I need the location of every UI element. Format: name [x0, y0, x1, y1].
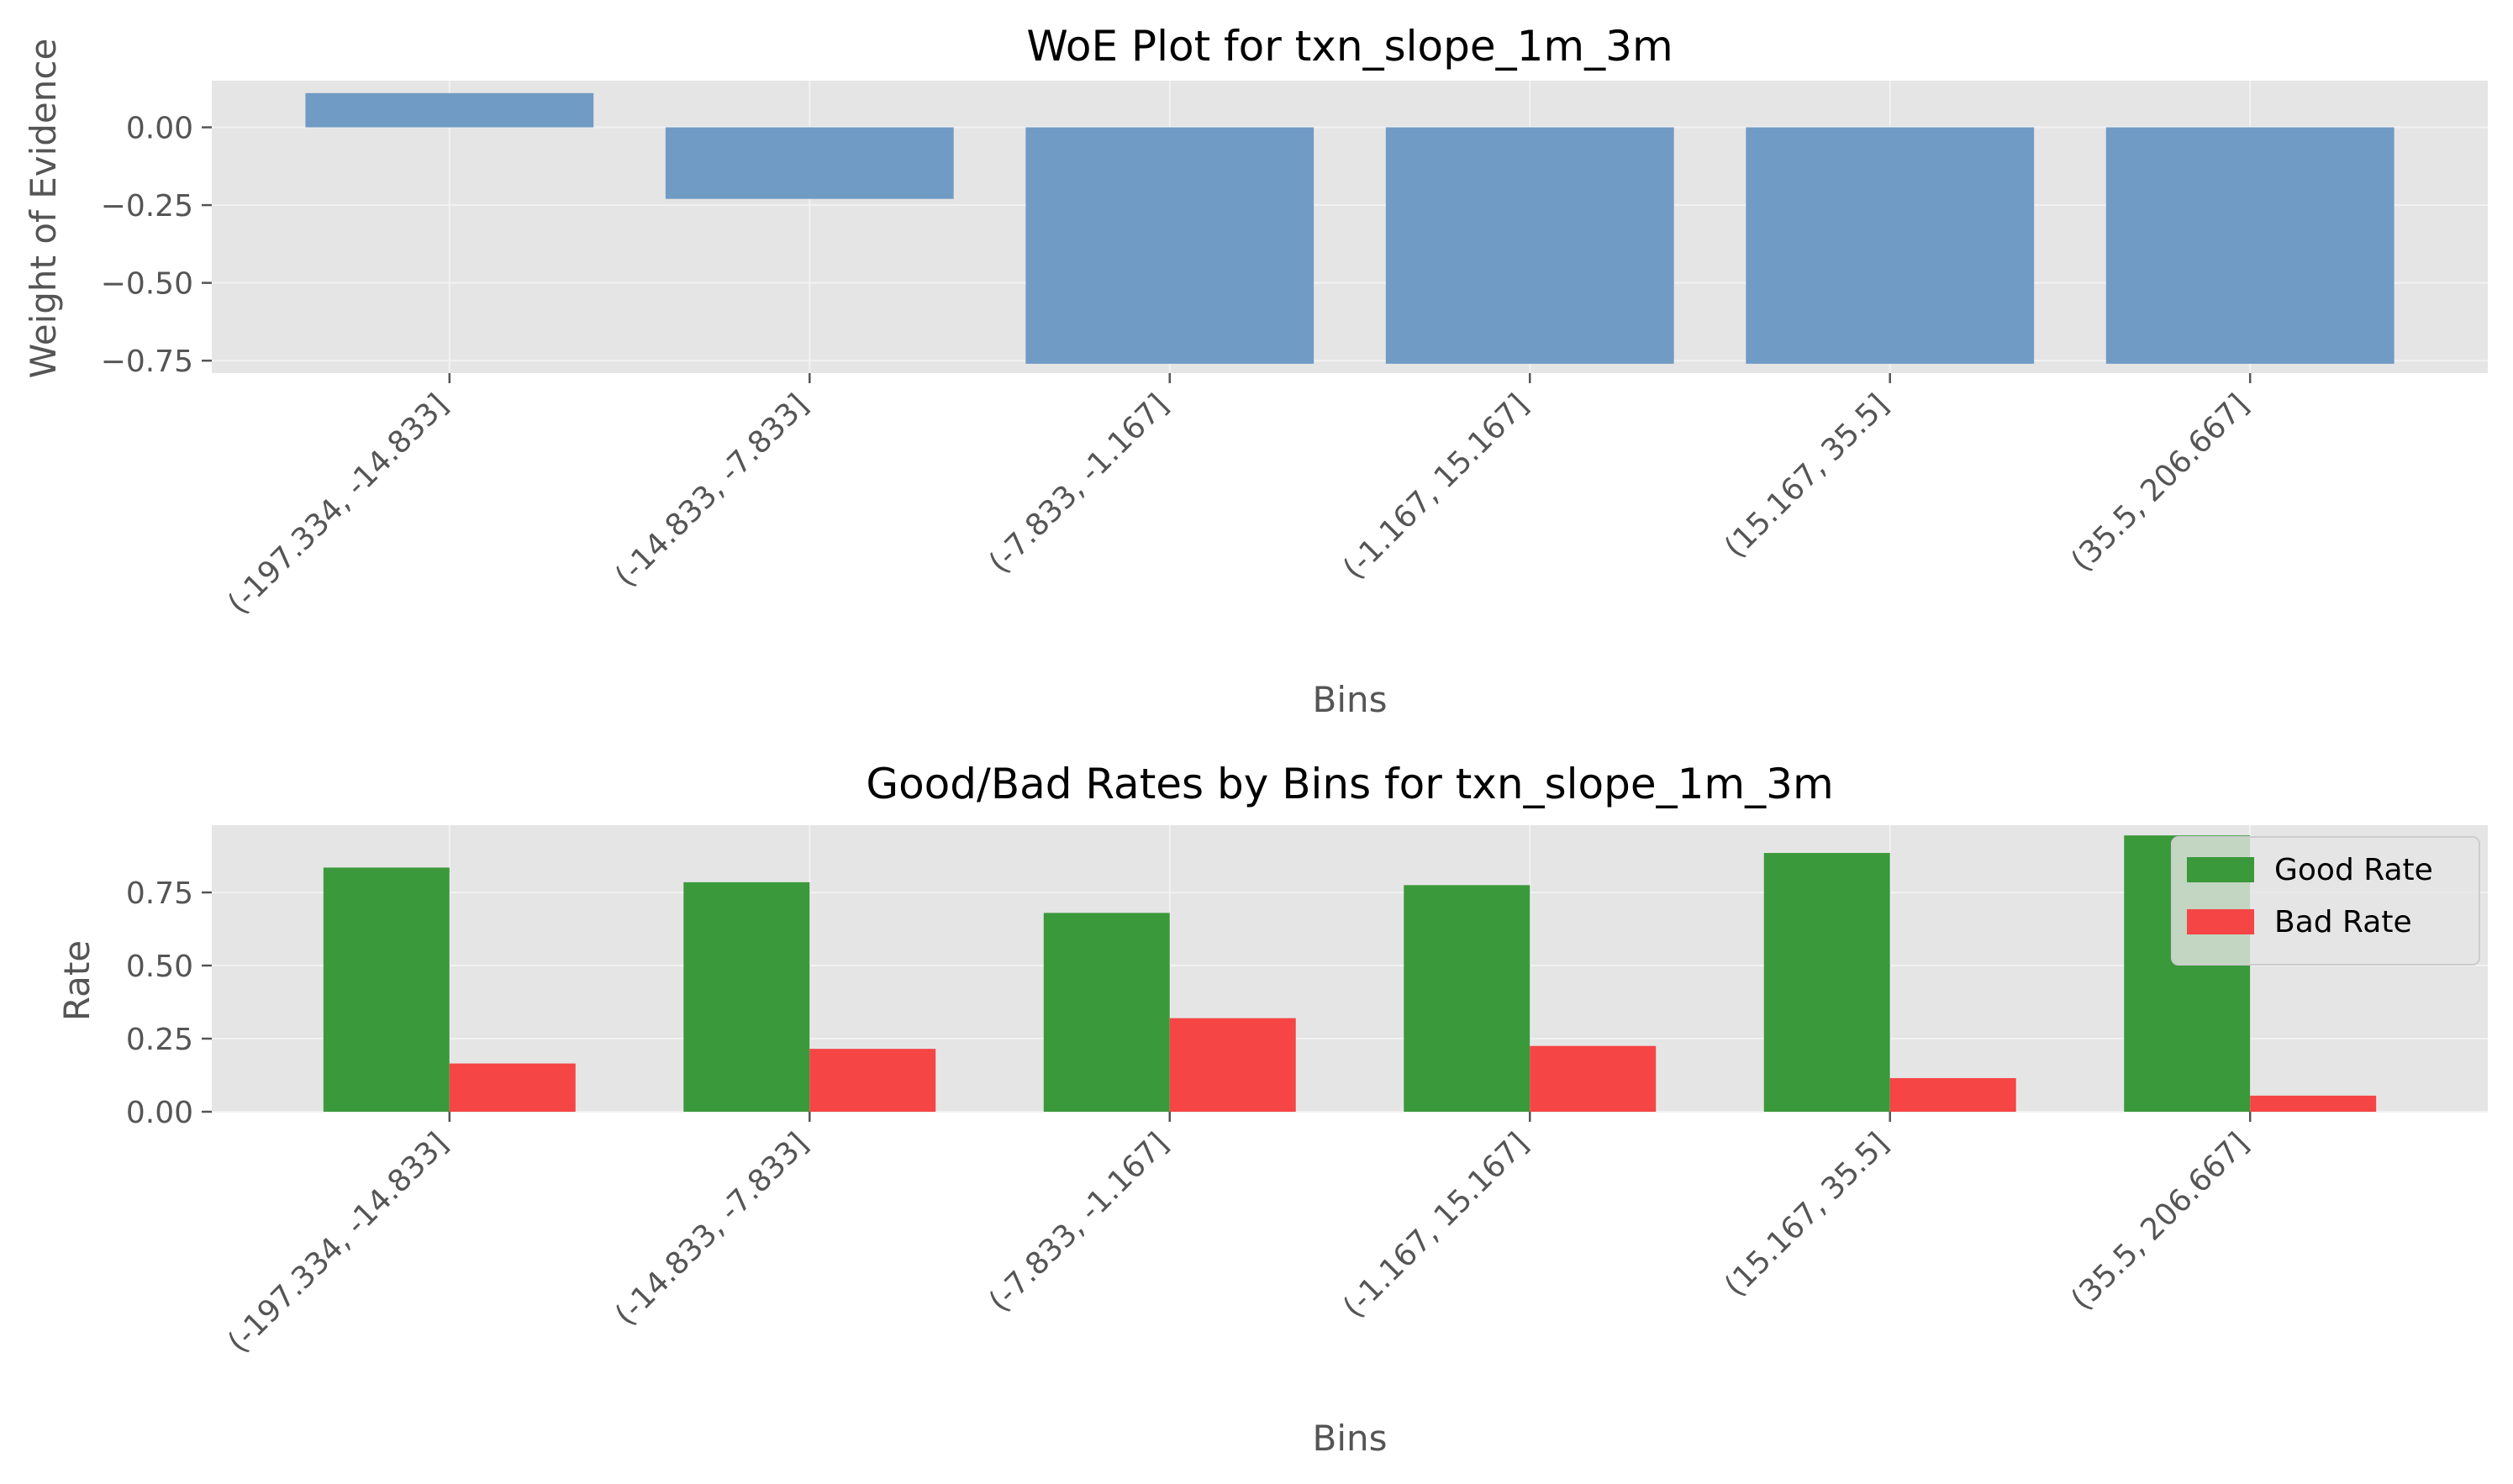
rates-bar-bad-rate — [449, 1063, 576, 1112]
rates-bar-good-rate — [1043, 913, 1170, 1112]
rates-chart-title: Good/Bad Rates by Bins for txn_slope_1m_… — [866, 760, 1833, 808]
rates-bar-bad-rate — [1169, 1018, 1296, 1112]
rates-ytick-label: 0.25 — [126, 1023, 193, 1057]
rates-legend-swatch — [2187, 857, 2254, 882]
woe-xtick-label: (-14.833, -7.833] — [608, 387, 814, 593]
rates-xtick-label: (-1.167, 15.167] — [1336, 1126, 1535, 1324]
rates-bar-good-rate — [1404, 885, 1530, 1112]
woe-bar-woe — [1025, 127, 1314, 364]
woe-chart-title: WoE Plot for txn_slope_1m_3m — [1026, 22, 1673, 71]
woe-bar-woe — [305, 92, 594, 128]
rates-ytick-label: 0.50 — [126, 950, 193, 984]
rates-plot-area — [212, 825, 2488, 1112]
woe-xtick-label: (-197.334, -14.833] — [221, 387, 455, 621]
woe-chart-ylabel: Weight of Evidence — [23, 39, 64, 379]
woe-bar-woe — [1746, 127, 2035, 364]
woe-xtick-label: (-1.167, 15.167] — [1336, 387, 1535, 586]
rates-ytick-label: 0.75 — [126, 876, 193, 911]
woe-chart-xlabel: Bins — [1313, 679, 1388, 720]
woe-bar-woe — [1385, 127, 1674, 364]
rates-bar-bad-rate — [1530, 1045, 1657, 1112]
rates-xtick-label: (-7.833, -1.167] — [983, 1126, 1175, 1318]
woe-bar-woe — [665, 127, 954, 199]
rates-legend-swatch — [2187, 909, 2254, 934]
woe-xtick-label: (-7.833, -1.167] — [983, 387, 1175, 580]
rates-xtick-label: (35.5, 206.667] — [2065, 1126, 2256, 1317]
rates-bar-good-rate — [683, 881, 810, 1112]
rates-ytick-label: 0.00 — [126, 1096, 193, 1130]
rates-xtick-label: (15.167, 35.5] — [1718, 1126, 1895, 1303]
rates-bar-bad-rate — [1889, 1077, 2016, 1112]
woe-chart: WoE Plot for txn_slope_1m_3m Weight of E… — [23, 22, 2488, 720]
rates-xtick-label: (-14.833, -7.833] — [608, 1126, 814, 1332]
rates-legend-label: Bad Rate — [2274, 905, 2412, 939]
rates-bar-good-rate — [323, 867, 450, 1112]
rates-xtick-label: (-197.334, -14.833] — [221, 1126, 455, 1360]
rates-legend-label: Good Rate — [2274, 853, 2433, 887]
rates-chart: Good/Bad Rates by Bins for txn_slope_1m_… — [56, 760, 2488, 1459]
rates-chart-xlabel: Bins — [1313, 1418, 1388, 1459]
woe-ytick-label: −0.25 — [101, 189, 193, 224]
rates-bar-bad-rate — [809, 1049, 936, 1112]
rates-bar-good-rate — [1763, 853, 1890, 1112]
rates-bar-bad-rate — [2250, 1095, 2377, 1112]
woe-ytick-label: −0.50 — [101, 267, 193, 302]
woe-ytick-label: 0.00 — [126, 112, 193, 146]
rates-legend: Good Rate Bad Rate — [2171, 836, 2480, 966]
woe-ytick-label: −0.75 — [101, 345, 193, 379]
rates-chart-ylabel: Rate — [56, 940, 97, 1021]
woe-xtick-label: (35.5, 206.667] — [2065, 387, 2256, 578]
woe-bar-woe — [2105, 127, 2394, 364]
woe-xtick-label: (15.167, 35.5] — [1718, 387, 1895, 565]
